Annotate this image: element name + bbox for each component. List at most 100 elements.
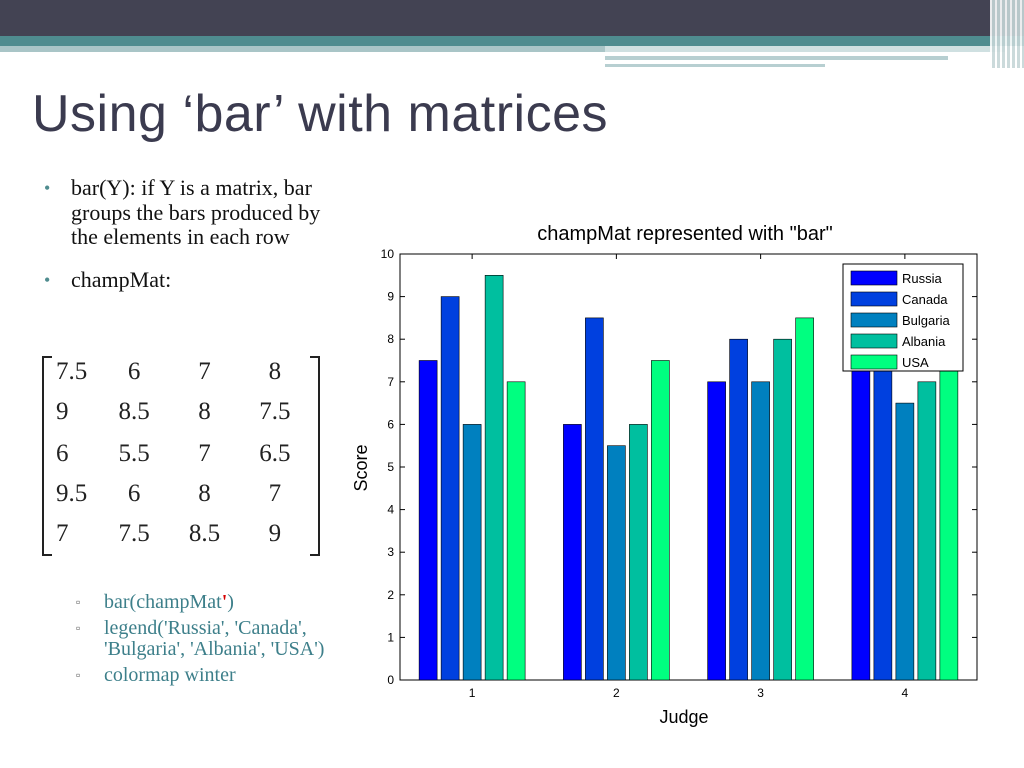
bar [440, 296, 460, 681]
legend-swatch [850, 312, 898, 328]
legend-label: Albania [902, 334, 946, 349]
legend-swatch [850, 270, 898, 286]
matrix-cell: 8.5 [118, 398, 150, 425]
matrix-cell: 8 [268, 358, 282, 385]
legend-label: Canada [902, 292, 948, 307]
header-bar [0, 0, 1024, 36]
square-bullet-icon: ▫ [76, 668, 81, 682]
matrix-row: 7 7.5 8.5 9 [52, 520, 310, 548]
y-tick-label: 6 [387, 417, 394, 431]
sub-bullet-text: legend('Russia', 'Canada', 'Bulgaria', '… [104, 617, 325, 660]
matrix-cell: 7 [198, 358, 211, 385]
bullet-dot-icon: • [44, 178, 51, 198]
sub-bullet-text: ) [227, 591, 234, 613]
bar [895, 402, 915, 681]
sub-bullet-item: ▫ colormap winter [76, 665, 346, 686]
bar [418, 360, 438, 681]
header-line [605, 56, 948, 60]
matrix-cell: 7 [198, 440, 211, 467]
bullet-text: bar(Y): if Y is a matrix, bar groups the… [71, 175, 321, 249]
matrix-row: 7.5 6 7 8 [52, 358, 310, 386]
bar-chart: champMat represented with "bar" Judge Sc… [351, 223, 978, 727]
matrix-row: 9.5 6 8 7 [52, 480, 310, 508]
matrix-cell: 9 [268, 520, 282, 547]
bar [917, 381, 937, 681]
matrix-row: 9 8.5 8 7.5 [52, 398, 310, 426]
y-tick-label: 4 [387, 503, 394, 517]
x-axis-label: Judge [659, 707, 708, 727]
matrix-cell: 8 [198, 398, 211, 425]
bar [651, 360, 670, 681]
bullet-text: champMat: [71, 266, 172, 292]
matrix-cell: 8 [198, 480, 211, 507]
y-tick-label: 2 [387, 588, 394, 602]
matrix-cell: 7 [56, 520, 69, 547]
bar [851, 338, 871, 681]
chart-title: champMat represented with "bar" [537, 223, 832, 245]
y-tick-label: 8 [387, 332, 394, 346]
bar [563, 424, 582, 681]
header-line-short [605, 64, 825, 67]
bar [607, 445, 626, 681]
matrix-bracket-right [310, 356, 320, 556]
bar [751, 381, 770, 681]
sub-bullet-item: ▫ bar(champMat') [76, 592, 346, 613]
slide-title: Using ‘bar’ with matrices [32, 85, 608, 143]
matrix-cell: 6 [127, 480, 141, 507]
sub-bullet-list: ▫ bar(champMat') ▫ legend('Russia', 'Can… [76, 592, 346, 691]
legend-swatch [850, 354, 898, 370]
bar [773, 338, 792, 681]
bar [873, 360, 893, 681]
y-tick-label: 7 [387, 375, 394, 389]
header-stripe-lighter [605, 46, 1005, 52]
bullet-item: • champMat: [44, 266, 334, 293]
x-tick-label: 3 [757, 686, 764, 700]
y-tick-label: 10 [381, 247, 395, 261]
sub-bullet-text: colormap winter [104, 664, 236, 686]
bullet-list: • bar(Y): if Y is a matrix, bar groups t… [44, 175, 334, 310]
sub-bullet-text: bar(champMat [104, 591, 222, 613]
matrix-cell: 6 [127, 358, 141, 385]
matrix-bracket-left [42, 356, 52, 556]
header-decoration [990, 0, 1024, 68]
y-tick-label: 9 [387, 290, 394, 304]
x-tick-label: 1 [469, 686, 476, 700]
transpose-quote: ' [221, 591, 228, 613]
x-tick-label: 2 [613, 686, 620, 700]
sub-bullet-item: ▫ legend('Russia', 'Canada', 'Bulgaria',… [76, 618, 346, 660]
matrix-cell: 7.5 [56, 358, 88, 385]
y-tick-label: 0 [387, 673, 394, 687]
y-tick-label: 3 [387, 545, 394, 559]
bar [484, 275, 504, 681]
bar [795, 317, 814, 681]
legend-swatch [850, 291, 898, 307]
matrix-cell: 8.5 [188, 520, 221, 547]
y-axis-label: Score [351, 444, 371, 491]
matrix-cell: 7.5 [259, 398, 291, 425]
bar [585, 317, 604, 681]
y-tick-label: 5 [387, 460, 394, 474]
matrix-cell: 9 [56, 398, 69, 425]
square-bullet-icon: ▫ [76, 595, 81, 609]
matrix-cell: 7.5 [118, 520, 150, 547]
header-stripe-light [0, 46, 605, 52]
matrix-row: 6 5.5 7 6.5 [52, 440, 310, 468]
matrix-cell: 6.5 [259, 440, 291, 467]
bullet-dot-icon: • [44, 269, 51, 290]
bar [707, 381, 726, 681]
legend-label: USA [902, 355, 929, 370]
champmat-matrix: 7.5 6 7 8 9 8.5 8 7.5 6 5.5 7 6.5 9.5 6 … [42, 356, 320, 556]
y-tick-label: 1 [387, 630, 394, 644]
square-bullet-icon: ▫ [76, 621, 81, 635]
bar [462, 424, 482, 681]
matrix-cell: 6 [56, 440, 69, 467]
matrix-cell: 9.5 [56, 480, 88, 507]
legend-label: Bulgaria [902, 313, 950, 328]
x-tick-label: 4 [902, 686, 909, 700]
legend-label: Russia [902, 271, 943, 286]
matrix-cell: 5.5 [118, 440, 150, 467]
bar [729, 338, 748, 681]
bar [629, 424, 648, 681]
legend-swatch [850, 333, 898, 349]
bullet-item: • bar(Y): if Y is a matrix, bar groups t… [44, 175, 334, 250]
